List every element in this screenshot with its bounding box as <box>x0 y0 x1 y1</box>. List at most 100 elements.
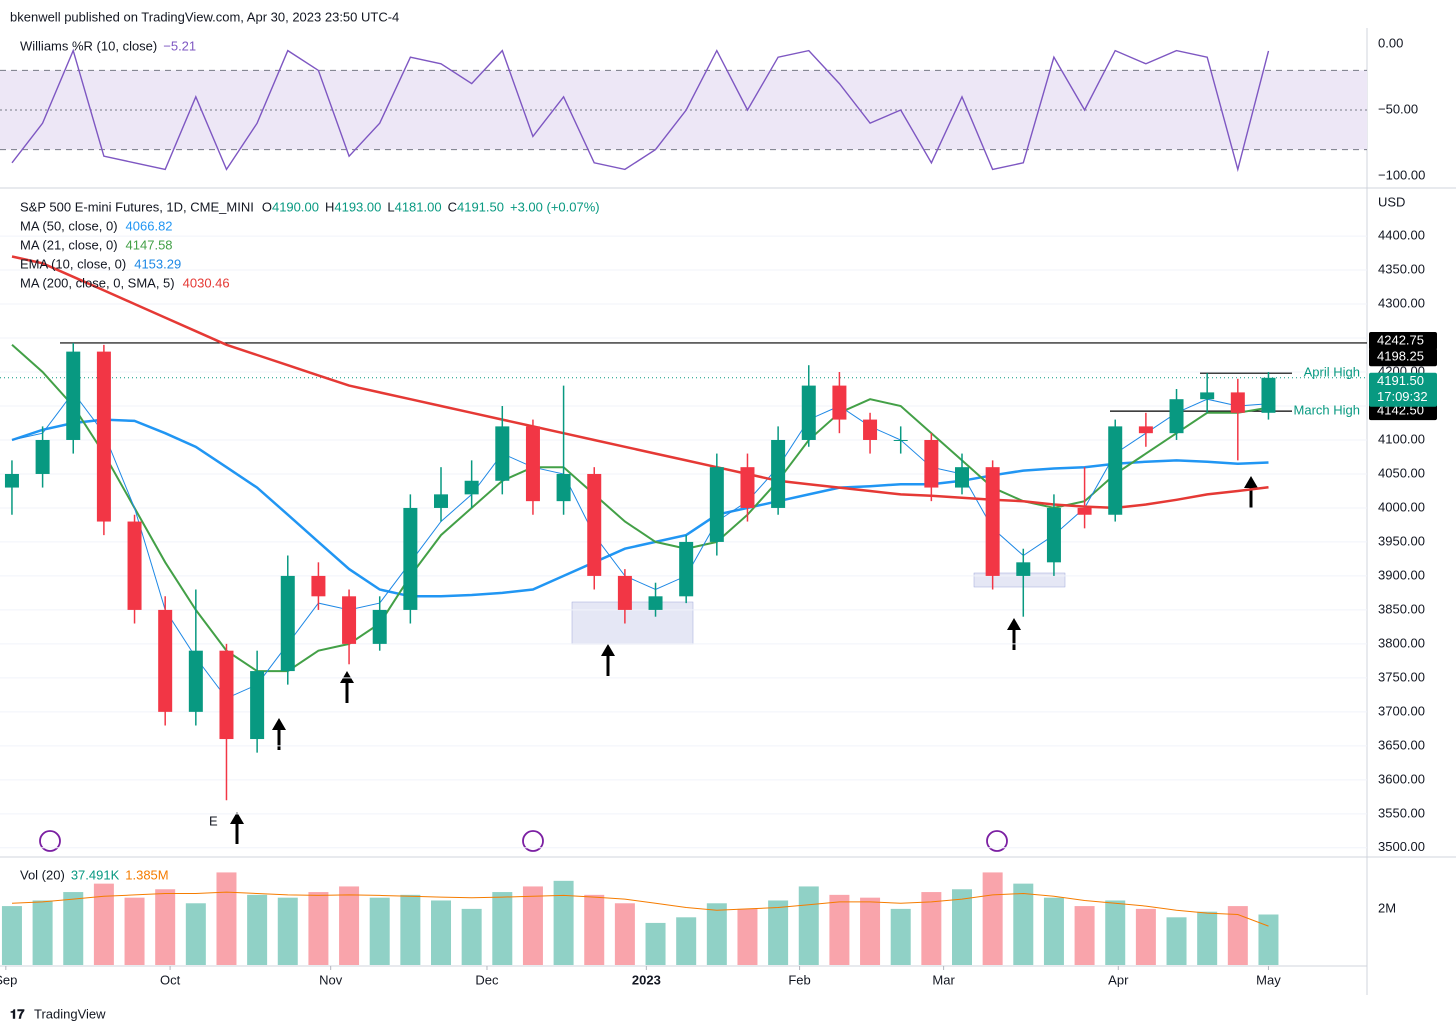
price-label: 4198.25 <box>1377 349 1424 364</box>
legend-value: 4153.29 <box>134 256 181 271</box>
y-tick-label: 4400.00 <box>1378 228 1425 243</box>
volume-bar <box>768 900 789 965</box>
candle-body <box>1200 392 1215 400</box>
candle-body <box>771 439 786 508</box>
event-icon <box>39 830 61 852</box>
candle-body <box>617 575 632 610</box>
volume-bar <box>1258 914 1279 965</box>
candle-body <box>1016 562 1031 576</box>
arrows <box>230 476 1258 844</box>
y-tick-label: 3900.00 <box>1378 567 1425 582</box>
candle-body <box>1230 392 1245 413</box>
y-tick-label: 3800.00 <box>1378 635 1425 650</box>
legend-value: 4030.46 <box>183 275 230 290</box>
y-tick-label: 4350.00 <box>1378 261 1425 276</box>
legend-symbol: S&P 500 E-mini Futures, 1D, CME_MINI <box>20 199 254 214</box>
y-tick-label: 0.00 <box>1378 35 1403 50</box>
arrow-head <box>601 644 615 656</box>
candle-body <box>954 467 969 488</box>
quote-value: 4193.00 <box>334 199 381 214</box>
quote-value: 4191.50 <box>457 199 504 214</box>
volume-bar <box>860 897 881 965</box>
price-label-bg <box>1369 348 1437 367</box>
candle-body <box>495 426 510 481</box>
band <box>0 70 1367 150</box>
candle-body <box>1077 507 1092 515</box>
event-icons <box>39 830 1008 852</box>
candle-body <box>96 351 111 522</box>
price-label-bg <box>1369 331 1437 350</box>
volume-bar <box>1013 883 1034 965</box>
y-tick-label: 4050.00 <box>1378 465 1425 480</box>
candle-body <box>648 596 663 610</box>
volume-bar <box>155 889 176 965</box>
y-tick-label: 3750.00 <box>1378 669 1425 684</box>
volume-bar <box>1 906 22 965</box>
volume-bar <box>798 886 819 965</box>
volume-bar <box>185 903 206 965</box>
y-tick-label: 3500.00 <box>1378 839 1425 854</box>
header-title: bkenwell published on TradingView.com, A… <box>10 9 399 24</box>
legend-name: Vol (20) <box>20 867 65 882</box>
arrow-head <box>230 812 244 824</box>
volume-bar <box>1227 906 1248 965</box>
candle-body <box>709 467 724 542</box>
volume-bar <box>737 908 758 965</box>
volume-bar <box>400 894 421 965</box>
x-tick-label: May <box>1256 972 1281 987</box>
x-tick-label: 2023 <box>632 972 661 987</box>
y-tick-label: 2M <box>1378 900 1396 915</box>
quote-label: H <box>325 199 334 214</box>
y-tick-label: 4000.00 <box>1378 499 1425 514</box>
line <box>11 48 1270 173</box>
candle-body <box>740 467 755 508</box>
candle-body <box>587 473 602 576</box>
x-tick-label: Nov <box>319 972 343 987</box>
volume-bar <box>124 897 145 965</box>
quote-label: O <box>262 199 272 214</box>
volume-bar <box>1074 906 1095 965</box>
volume-bar <box>93 883 114 965</box>
volume-bar <box>951 889 972 965</box>
candle-body <box>219 650 234 740</box>
volume-bar <box>1135 908 1156 965</box>
logo: 𝟏𝟕 TradingView <box>10 1006 106 1021</box>
price-label: 4191.50 <box>1377 373 1424 388</box>
arrow-head <box>1007 618 1021 630</box>
candle-body <box>342 596 357 644</box>
legend-name: EMA (10, close, 0) <box>20 256 126 271</box>
volume-bar <box>1166 917 1187 965</box>
y-tick-label: −100.00 <box>1378 167 1425 182</box>
line <box>11 344 1269 673</box>
quote-label: C <box>448 199 457 214</box>
y-tick-label: 3550.00 <box>1378 805 1425 820</box>
candle-body <box>250 671 265 740</box>
candle-body <box>403 507 418 610</box>
arrow-head <box>340 671 354 683</box>
volume-bar <box>1197 911 1218 965</box>
volume-bar <box>584 894 605 965</box>
volume-bar <box>890 908 911 965</box>
volume-bar <box>369 897 390 965</box>
x-tick-label: Dec <box>475 972 499 987</box>
line <box>11 418 1269 598</box>
price-label: 4242.75 <box>1377 332 1424 347</box>
footer: TradingView <box>34 1006 106 1021</box>
volume-bar <box>461 908 482 965</box>
x-tick-label: Feb <box>788 972 810 987</box>
volume-bar <box>247 894 268 965</box>
candle-body <box>1108 426 1123 515</box>
volume-bar <box>921 892 942 965</box>
y-tick-label: 3950.00 <box>1378 533 1425 548</box>
volume-bar <box>339 886 360 965</box>
candle-body <box>1046 507 1061 563</box>
volume-bar <box>216 872 237 965</box>
legend-value: 37.491K <box>71 867 120 882</box>
y-tick-label: 3700.00 <box>1378 703 1425 718</box>
candle-body <box>4 473 19 488</box>
candle-body <box>1261 377 1276 413</box>
x-tick-label: Oct <box>160 972 181 987</box>
volume-bar <box>522 886 543 965</box>
